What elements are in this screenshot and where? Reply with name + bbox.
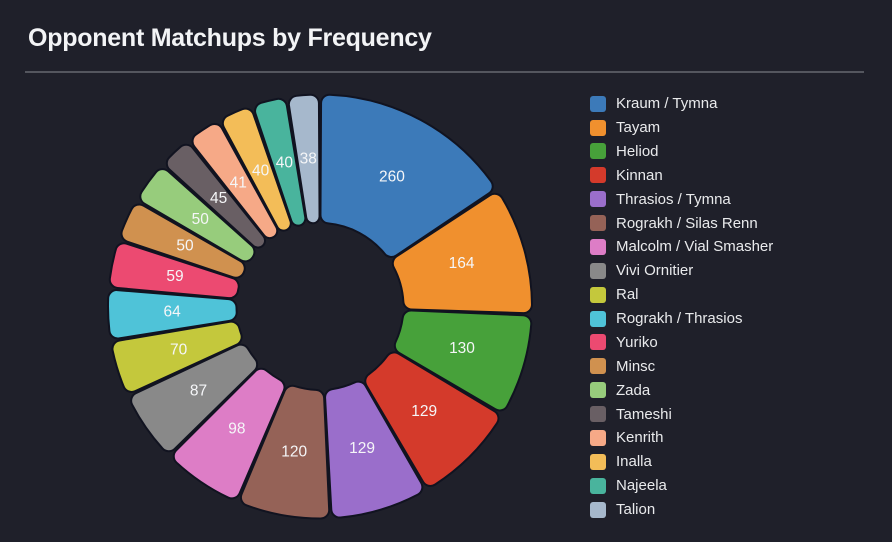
svg-text:98: 98 [228,421,245,438]
svg-text:40: 40 [276,154,294,171]
svg-text:87: 87 [190,383,207,400]
svg-text:40: 40 [252,162,270,179]
svg-text:38: 38 [300,151,317,168]
svg-text:64: 64 [163,304,181,321]
svg-text:50: 50 [176,237,194,254]
svg-text:130: 130 [449,340,475,357]
svg-text:129: 129 [349,440,375,457]
svg-text:164: 164 [449,255,475,272]
svg-text:70: 70 [170,342,188,359]
svg-text:45: 45 [210,190,227,207]
svg-text:120: 120 [281,444,307,461]
svg-text:260: 260 [379,169,405,186]
svg-text:41: 41 [230,175,247,192]
svg-text:50: 50 [192,211,210,228]
svg-text:129: 129 [411,403,437,420]
svg-text:59: 59 [166,268,183,285]
